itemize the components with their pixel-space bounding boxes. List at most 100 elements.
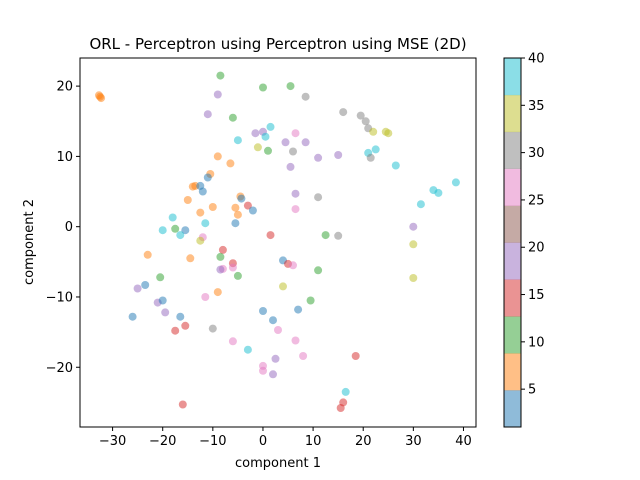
- y-tick-label: −10: [46, 290, 73, 305]
- colorbar-tick-label: 5: [528, 383, 536, 398]
- data-point: [281, 138, 290, 147]
- colorbar-segment: [504, 353, 521, 391]
- data-point: [196, 208, 205, 217]
- data-point: [289, 261, 297, 270]
- data-point: [216, 252, 225, 261]
- data-point: [279, 282, 287, 291]
- data-point: [253, 143, 262, 152]
- data-point: [161, 308, 170, 317]
- data-point: [141, 281, 150, 289]
- data-point: [171, 326, 180, 335]
- data-point: [176, 312, 185, 321]
- colorbar-segment: [504, 58, 521, 96]
- data-point: [294, 305, 303, 314]
- colorbar-frame: [503, 57, 522, 428]
- data-point: [218, 245, 227, 254]
- x-tick-label: −20: [149, 434, 176, 449]
- data-point: [266, 231, 275, 240]
- data-point: [291, 129, 300, 138]
- x-tick-label: 0: [259, 434, 267, 449]
- data-point: [208, 203, 217, 211]
- x-axis: −30 −20 −10 0 10 20 30 40: [99, 427, 472, 449]
- data-point: [299, 352, 308, 360]
- colorbar-segment: [504, 390, 521, 428]
- data-point: [259, 83, 267, 92]
- data-point: [128, 312, 137, 321]
- colorbar-tick-label: 35: [528, 99, 545, 114]
- data-point: [228, 263, 237, 272]
- colorbar-tick-label: 10: [528, 335, 545, 350]
- data-point: [186, 254, 195, 263]
- data-point: [196, 236, 205, 245]
- data-point: [391, 161, 400, 170]
- data-point: [301, 92, 310, 101]
- x-tick-label: 10: [305, 434, 322, 449]
- data-point: [248, 206, 257, 215]
- y-axis-label: component 2: [22, 199, 37, 285]
- x-tick-label: −30: [99, 434, 126, 449]
- y-axis: −20 −10 0 10 20: [46, 80, 80, 376]
- data-point: [434, 188, 443, 197]
- data-point: [286, 162, 295, 171]
- data-point: [351, 352, 360, 360]
- colorbar-tick-label: 40: [528, 52, 545, 67]
- data-point: [261, 132, 270, 141]
- data-point: [416, 200, 425, 209]
- data-point: [314, 193, 323, 202]
- data-point: [228, 113, 237, 122]
- data-point: [208, 324, 217, 333]
- data-point: [226, 159, 235, 168]
- data-point: [213, 288, 222, 297]
- data-point: [286, 82, 295, 91]
- data-point: [409, 240, 418, 249]
- data-point: [233, 271, 242, 280]
- x-tick-label: −10: [199, 434, 226, 449]
- data-point: [201, 293, 210, 301]
- data-point: [231, 219, 240, 228]
- data-point: [143, 250, 152, 259]
- data-point: [289, 147, 297, 156]
- colorbar-segment: [504, 168, 521, 206]
- data-point: [231, 203, 240, 212]
- data-point: [339, 108, 348, 117]
- data-point: [371, 145, 380, 154]
- data-point: [203, 110, 212, 119]
- data-point: [156, 273, 165, 282]
- x-tick-label: 40: [455, 434, 472, 449]
- data-point: [228, 337, 237, 346]
- points-layer: [95, 71, 460, 412]
- data-point: [291, 189, 300, 198]
- data-point: [264, 146, 272, 155]
- plot-frame: [79, 57, 477, 428]
- data-point: [369, 127, 378, 136]
- colorbar-tick-label: 30: [528, 146, 545, 161]
- data-point: [271, 354, 280, 363]
- data-point: [356, 111, 365, 120]
- data-point: [291, 336, 300, 345]
- data-point: [274, 326, 282, 334]
- data-point: [269, 316, 277, 325]
- data-point: [269, 370, 277, 379]
- data-point: [291, 205, 300, 214]
- colorbar-segment: [504, 94, 521, 133]
- data-point: [334, 151, 343, 159]
- colorbar-segment: [504, 205, 521, 243]
- data-point: [259, 366, 267, 375]
- data-point: [95, 91, 103, 100]
- data-point: [243, 201, 252, 210]
- data-point: [198, 187, 207, 196]
- colorbar-segment: [504, 316, 521, 354]
- data-point: [243, 345, 252, 354]
- data-point: [158, 296, 167, 305]
- colorbar: 5 10 15 20 25 30 35 40: [503, 52, 545, 428]
- data-point: [334, 231, 343, 240]
- data-point: [181, 226, 190, 235]
- data-point: [301, 138, 310, 147]
- y-tick-label: 10: [56, 150, 73, 165]
- data-point: [336, 404, 345, 412]
- data-point: [183, 196, 192, 204]
- data-point: [266, 122, 275, 131]
- data-point: [233, 210, 242, 219]
- data-point: [213, 90, 222, 99]
